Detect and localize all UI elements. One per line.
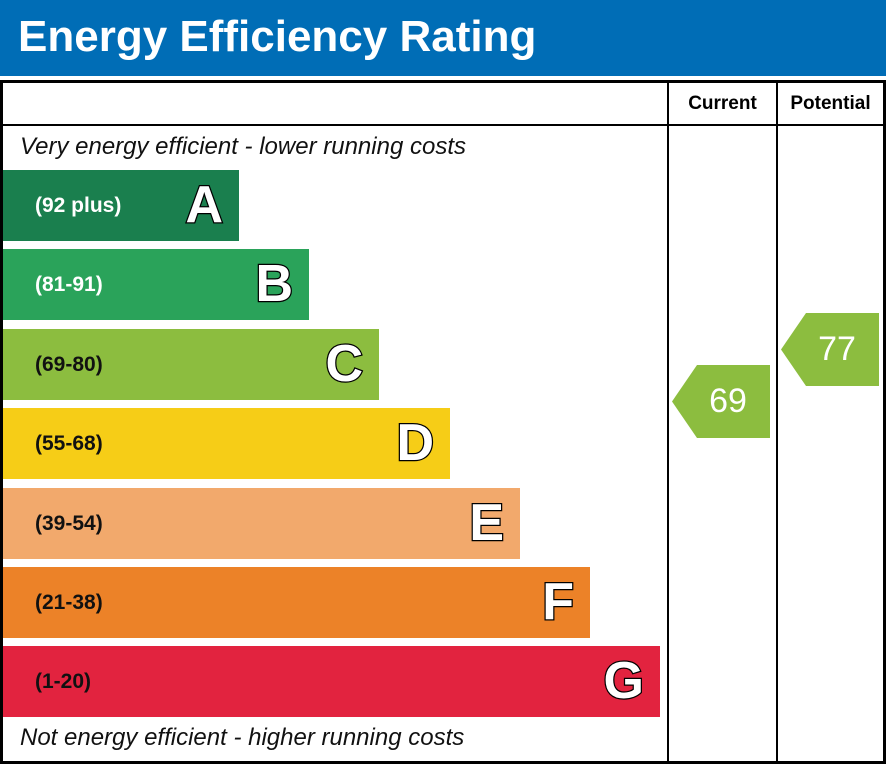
potential-column-divider [776,80,778,764]
band-b: (81-91) B [3,249,309,320]
bottom-caption: Not energy efficient - higher running co… [20,724,465,751]
band-range-label: (21-38) [35,591,103,614]
band-letter: F [541,572,575,633]
band-letter: D [395,413,435,474]
band-letter: E [468,493,505,554]
band-letter: G [602,651,645,712]
potential-rating-value: 77 [818,330,856,368]
title-bar: Energy Efficiency Rating [0,0,886,76]
rating-table-frame [0,80,886,764]
current-rating-value: 69 [709,382,747,420]
current-column-divider [667,80,669,764]
band-d: (55-68) D [3,408,450,479]
band-range-label: (39-54) [35,512,103,535]
band-range-label: (69-80) [35,353,103,376]
header-divider [0,124,886,126]
potential-column-header: Potential [790,93,871,114]
band-range-label: (92 plus) [35,194,122,217]
band-e: (39-54) E [3,488,520,559]
current-rating-arrow [672,365,770,438]
band-f: (21-38) F [3,567,590,638]
band-letter: C [324,334,364,395]
band-g: (1-20) G [3,646,660,717]
band-letter: B [254,254,294,315]
band-range-label: (55-68) [35,432,103,455]
potential-rating-arrow [781,313,879,386]
top-caption: Very energy efficient - lower running co… [20,133,466,160]
band-a: (92 plus) A [3,170,239,241]
band-c: (69-80) C [3,329,379,400]
current-column-header: Current [688,93,757,114]
chart-title: Energy Efficiency Rating [18,12,537,61]
band-range-label: (1-20) [35,670,92,693]
band-range-label: (81-91) [35,273,103,296]
band-letter: A [184,175,224,236]
